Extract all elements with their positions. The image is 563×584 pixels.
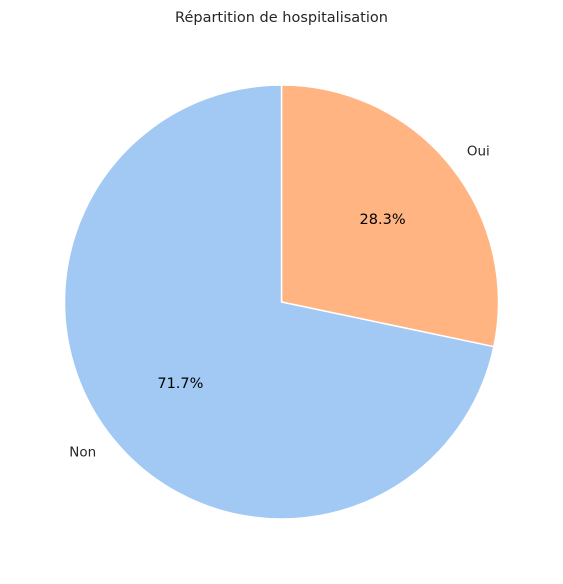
pie-slice-oui [280, 84, 500, 348]
slice-percent-oui: 28.3% [360, 212, 406, 228]
slice-label-non: Non [69, 444, 96, 460]
pie-slices [63, 84, 500, 520]
pie-labels: Oui 28.3% Non 71.7% [69, 144, 490, 461]
chart-title: Répartition de hospitalisation [175, 10, 388, 26]
slice-percent-non: 71.7% [157, 376, 203, 392]
slice-label-oui: Oui [467, 144, 490, 160]
pie-slice-non [63, 84, 495, 520]
